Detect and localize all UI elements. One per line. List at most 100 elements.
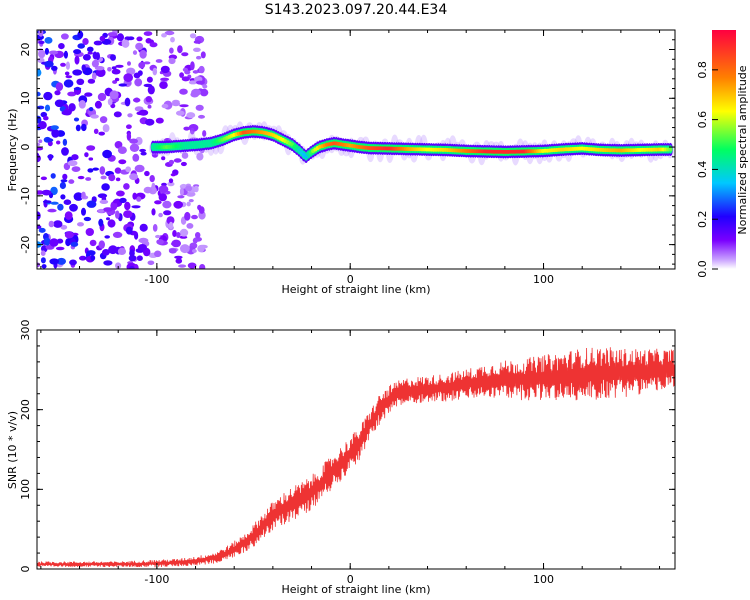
snr-frame [36, 329, 676, 570]
noise-speckle [186, 201, 191, 207]
noise-speckle [155, 234, 161, 239]
noise-speckle [40, 111, 48, 118]
noise-speckle [159, 81, 168, 89]
noise-speckle [98, 240, 106, 249]
noise-speckle [140, 151, 147, 156]
y-tick-label: 100 [19, 479, 32, 500]
noise-speckle [50, 201, 59, 205]
noise-speckle [176, 256, 182, 261]
noise-speckle [54, 99, 65, 108]
noise-speckle [168, 248, 177, 254]
noise-speckle [158, 212, 163, 218]
noise-speckle [180, 161, 187, 167]
noise-speckle [60, 179, 68, 183]
noise-speckle [112, 80, 118, 84]
noise-speckle [107, 219, 116, 228]
snr-marks [37, 347, 675, 568]
noise-speckle [151, 182, 156, 192]
noise-speckle [44, 47, 50, 55]
noise-speckle [65, 61, 70, 70]
noise-speckle [82, 38, 89, 45]
noise-speckle [195, 104, 204, 111]
colorbar-tick-label: 0.0 [696, 260, 709, 278]
noise-speckle [151, 208, 156, 216]
noise-speckle [132, 153, 140, 162]
colorbar-tick-label: 0.2 [696, 210, 709, 228]
noise-speckle [196, 152, 204, 161]
noise-speckle [158, 193, 167, 202]
noise-speckle [43, 237, 51, 246]
noise-speckle [184, 211, 191, 221]
noise-speckle [64, 71, 70, 76]
noise-speckle [196, 55, 202, 60]
noise-speckle [139, 223, 148, 232]
noise-speckle [156, 239, 164, 245]
noise-speckle [115, 262, 122, 269]
noise-speckle [193, 47, 201, 52]
noise-speckle [161, 182, 167, 187]
noise-speckle [99, 35, 106, 42]
noise-speckle [202, 130, 207, 137]
noise-speckle [103, 207, 113, 212]
noise-speckle [81, 64, 86, 72]
noise-speckle [152, 224, 158, 232]
noise-speckle [77, 43, 85, 49]
noise-speckle [188, 80, 197, 85]
noise-speckle [179, 88, 188, 95]
noise-speckle [171, 101, 181, 107]
x-tick-label: 100 [533, 573, 554, 586]
noise-speckle [118, 159, 127, 165]
noise-speckle [149, 42, 158, 48]
noise-speckle [123, 73, 133, 82]
noise-speckle [177, 45, 183, 54]
noise-speckle [154, 250, 162, 258]
noise-speckle [147, 85, 155, 95]
snr-series-line [37, 347, 675, 568]
noise-speckle [119, 197, 127, 204]
noise-speckle [88, 107, 94, 112]
noise-speckle [127, 61, 131, 66]
noise-speckle [60, 62, 66, 67]
x-tick-label: 100 [533, 273, 554, 286]
x-tick-label: -100 [144, 273, 169, 286]
noise-speckle [43, 116, 49, 121]
noise-speckle [86, 200, 97, 208]
noise-speckle [198, 65, 205, 74]
x-tick-label: 0 [347, 573, 354, 586]
noise-speckle [90, 114, 99, 119]
noise-speckle [37, 115, 42, 124]
noise-speckle [107, 32, 118, 37]
noise-speckle [77, 30, 84, 39]
noise-speckle [139, 49, 147, 59]
noise-speckle [72, 69, 83, 76]
noise-speckle [40, 176, 48, 181]
noise-speckle [125, 166, 132, 173]
noise-speckle [160, 77, 170, 82]
noise-speckle [173, 200, 183, 209]
noise-speckle [92, 51, 98, 60]
noise-speckle [137, 244, 147, 251]
noise-speckle [37, 91, 41, 97]
noise-speckle [84, 92, 93, 97]
noise-speckle [161, 33, 167, 38]
noise-speckle [161, 103, 169, 109]
noise-speckle [136, 111, 145, 116]
noise-speckle [132, 50, 138, 55]
y-tick-label: 10 [19, 91, 32, 105]
noise-speckle [183, 126, 190, 131]
noise-speckle [131, 205, 141, 209]
colorbar-ticks: 0.0 0.2 0.4 0.6 0.8 [696, 61, 718, 278]
noise-speckle [170, 173, 176, 177]
noise-speckle [77, 175, 85, 180]
noise-speckle [55, 82, 64, 91]
noise-speckle [51, 65, 58, 71]
noise-speckle [168, 221, 174, 230]
noise-speckle [176, 232, 181, 238]
noise-speckle [126, 132, 132, 141]
noise-speckle [82, 54, 91, 61]
noise-speckle [64, 231, 74, 239]
noise-speckle [75, 124, 81, 132]
noise-speckle [102, 249, 110, 256]
noise-speckle [145, 96, 152, 103]
noise-speckle [127, 36, 135, 41]
